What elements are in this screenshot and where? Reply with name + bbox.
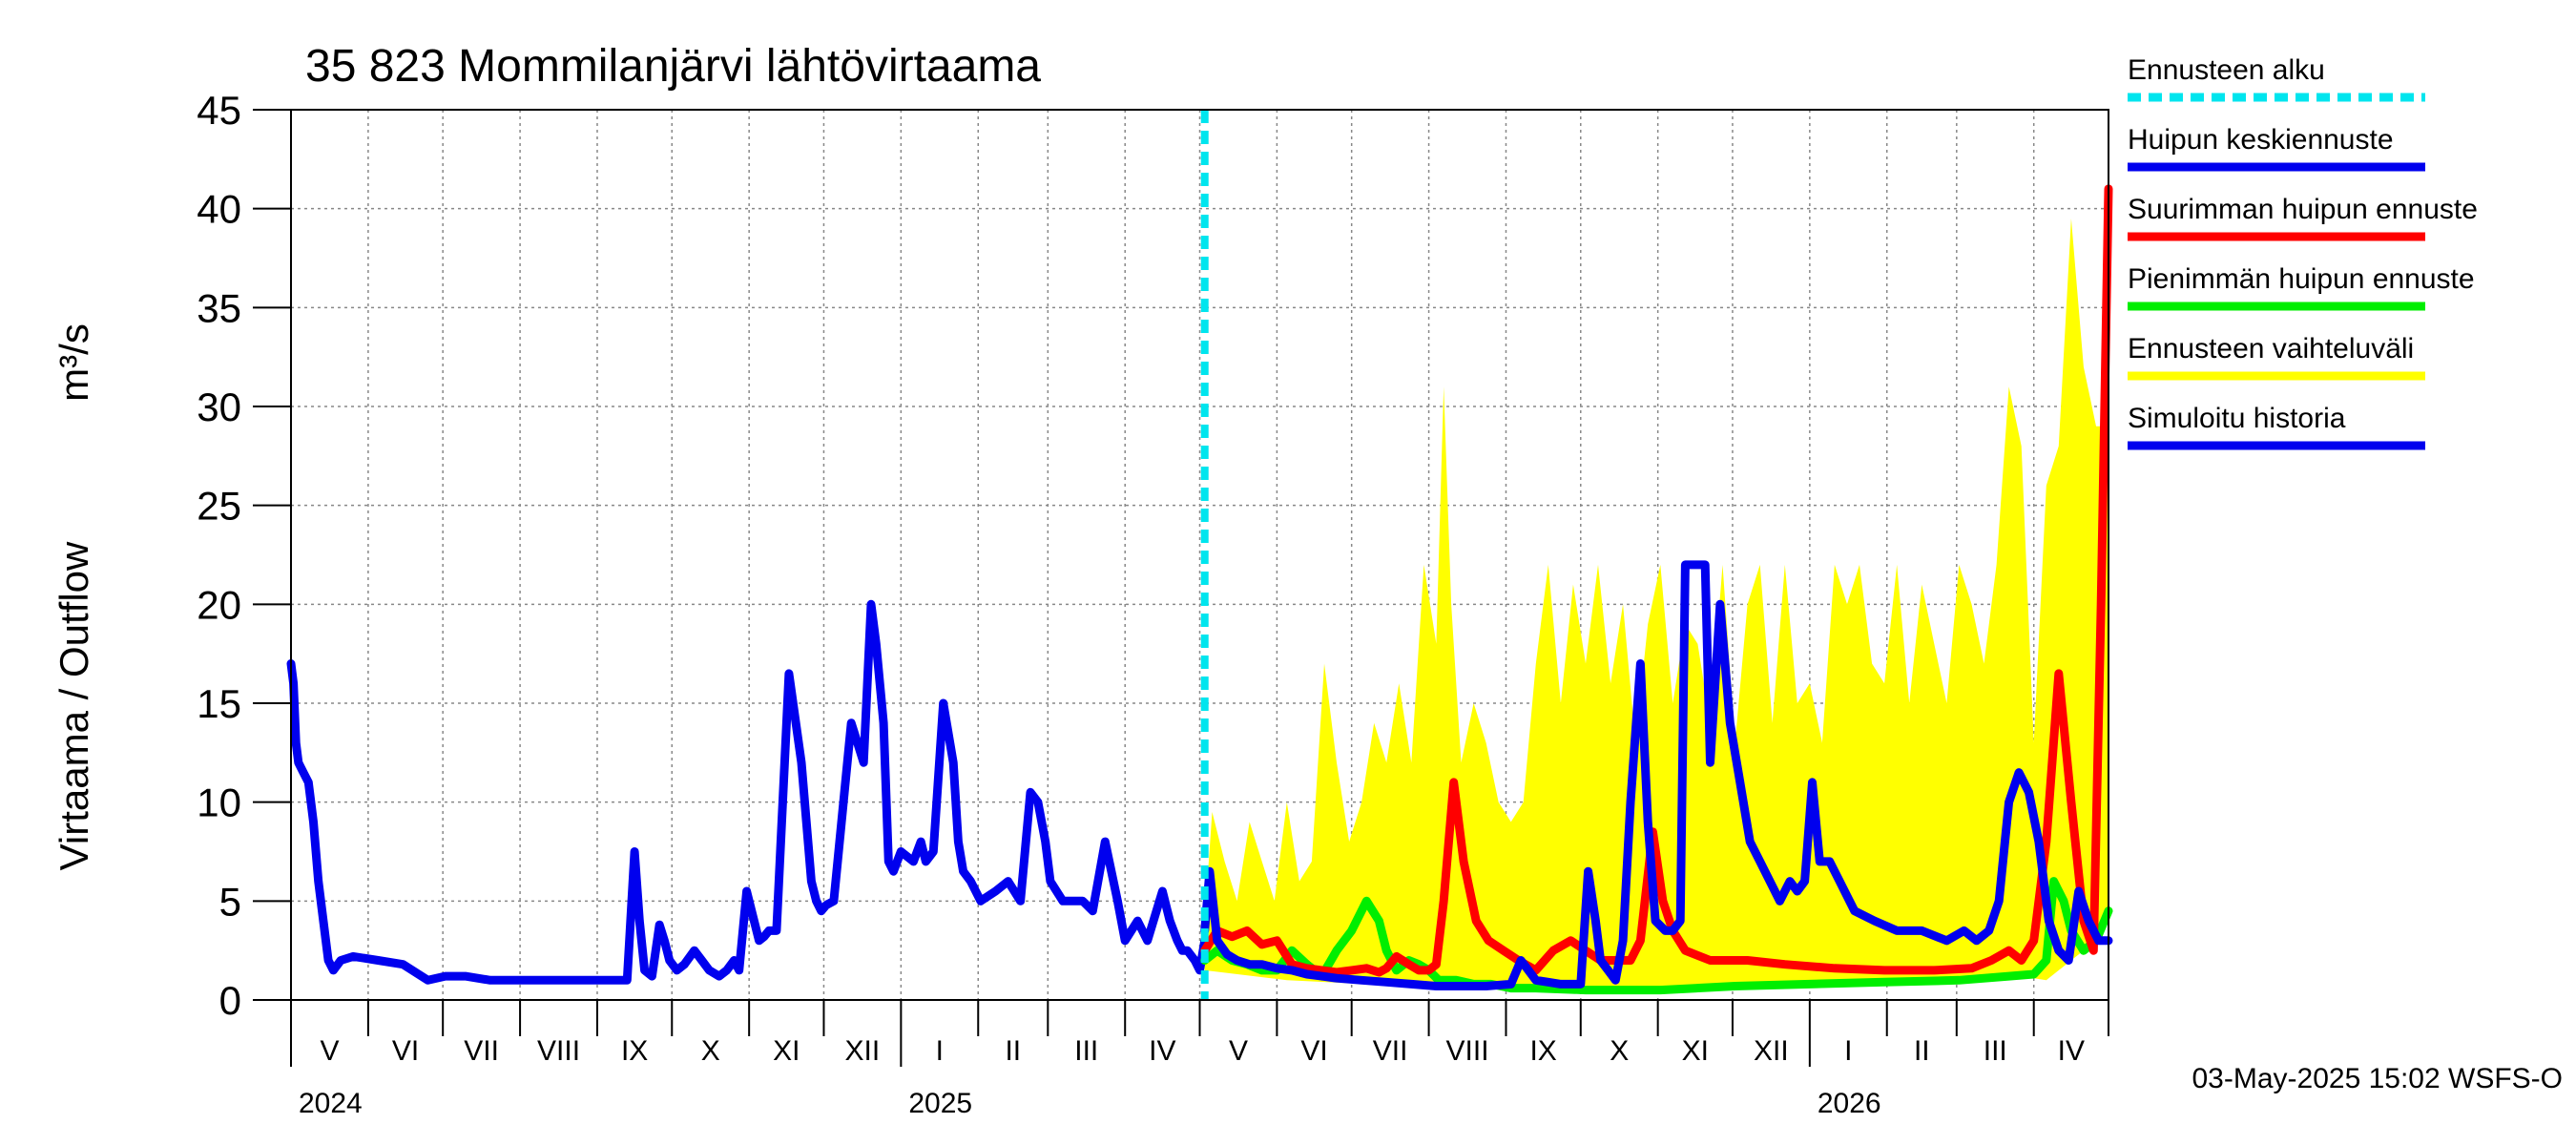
y-axis-title: Virtaama / Outflow m³/s	[52, 323, 96, 870]
series-max-peak-forecast	[1200, 184, 2113, 977]
footer-timestamp: 03-May-2025 15:02 WSFS-O	[2192, 1063, 2564, 1094]
legend-label: Simuloitu historia	[2128, 403, 2346, 434]
month-label: X	[1610, 1035, 1629, 1067]
y-tick-label: 35	[197, 285, 241, 330]
plot-area	[286, 109, 2113, 1001]
legend-label: Pienimmän huipun ennuste	[2128, 263, 2475, 295]
month-label: III	[1984, 1035, 2007, 1067]
forecast-range-area	[1204, 219, 2109, 990]
month-label: XI	[773, 1035, 800, 1067]
month-label: X	[701, 1035, 720, 1067]
month-label: XI	[1682, 1035, 1709, 1067]
month-label: VII	[1373, 1035, 1408, 1067]
legend-label: Ennusteen alku	[2128, 54, 2325, 86]
legend-label: Suurimman huipun ennuste	[2128, 194, 2478, 225]
legend-label: Huipun keskiennuste	[2128, 124, 2394, 156]
month-label: VIII	[1446, 1035, 1489, 1067]
y-tick-label: 15	[197, 681, 241, 726]
month-label: V	[1229, 1035, 1248, 1067]
y-tick-label: 25	[197, 484, 241, 529]
year-label: 2026	[1818, 1088, 1881, 1119]
y-axis-label: Virtaama / Outflow	[52, 541, 96, 870]
series-lines	[286, 184, 2113, 995]
month-label: IV	[2058, 1035, 2085, 1067]
legend: Ennusteen alku Huipun keskiennuste Suurimm…	[2128, 54, 2478, 450]
y-tick-label: 20	[197, 582, 241, 627]
month-label: V	[320, 1035, 339, 1067]
month-label: VII	[464, 1035, 499, 1067]
y-axis-unit: m³/s	[52, 323, 96, 402]
month-label: VI	[1300, 1035, 1327, 1067]
y-tick-label: 45	[197, 88, 241, 133]
y-tick-label: 5	[219, 879, 241, 924]
month-label: XII	[1754, 1035, 1789, 1067]
month-label: IX	[1529, 1035, 1556, 1067]
month-label: II	[1914, 1035, 1930, 1067]
year-label: 2025	[908, 1088, 972, 1119]
y-tick-label: 10	[197, 781, 241, 825]
month-label: II	[1005, 1035, 1021, 1067]
month-label: I	[936, 1035, 944, 1067]
legend-label: Ennusteen vaihteluväli	[2128, 333, 2414, 364]
series-min-peak-forecast	[1200, 877, 2113, 995]
month-label: VI	[392, 1035, 419, 1067]
month-label: III	[1074, 1035, 1098, 1067]
year-label: 2024	[299, 1088, 363, 1119]
chart-title: 35 823 Mommilanjärvi lähtövirtaama	[305, 41, 1041, 92]
y-axis: 0 5 10 15 20 25 30 35 40 45	[197, 88, 292, 1023]
y-tick-label: 40	[197, 187, 241, 232]
month-label: I	[1844, 1035, 1852, 1067]
month-label: VIII	[537, 1035, 580, 1067]
month-label: XII	[845, 1035, 881, 1067]
y-tick-label: 30	[197, 385, 241, 429]
y-tick-label: 0	[219, 978, 241, 1023]
forecast-range-band	[1204, 219, 2109, 990]
month-label: IV	[1149, 1035, 1175, 1067]
series-simulated-history	[286, 599, 1210, 985]
series-mean-peak-forecast	[1200, 560, 2113, 990]
x-axis: V VI VII VIII IX X XI XII I II III IV V VI VII VIII IX X X…	[290, 999, 2109, 1119]
month-label: IX	[621, 1035, 648, 1067]
